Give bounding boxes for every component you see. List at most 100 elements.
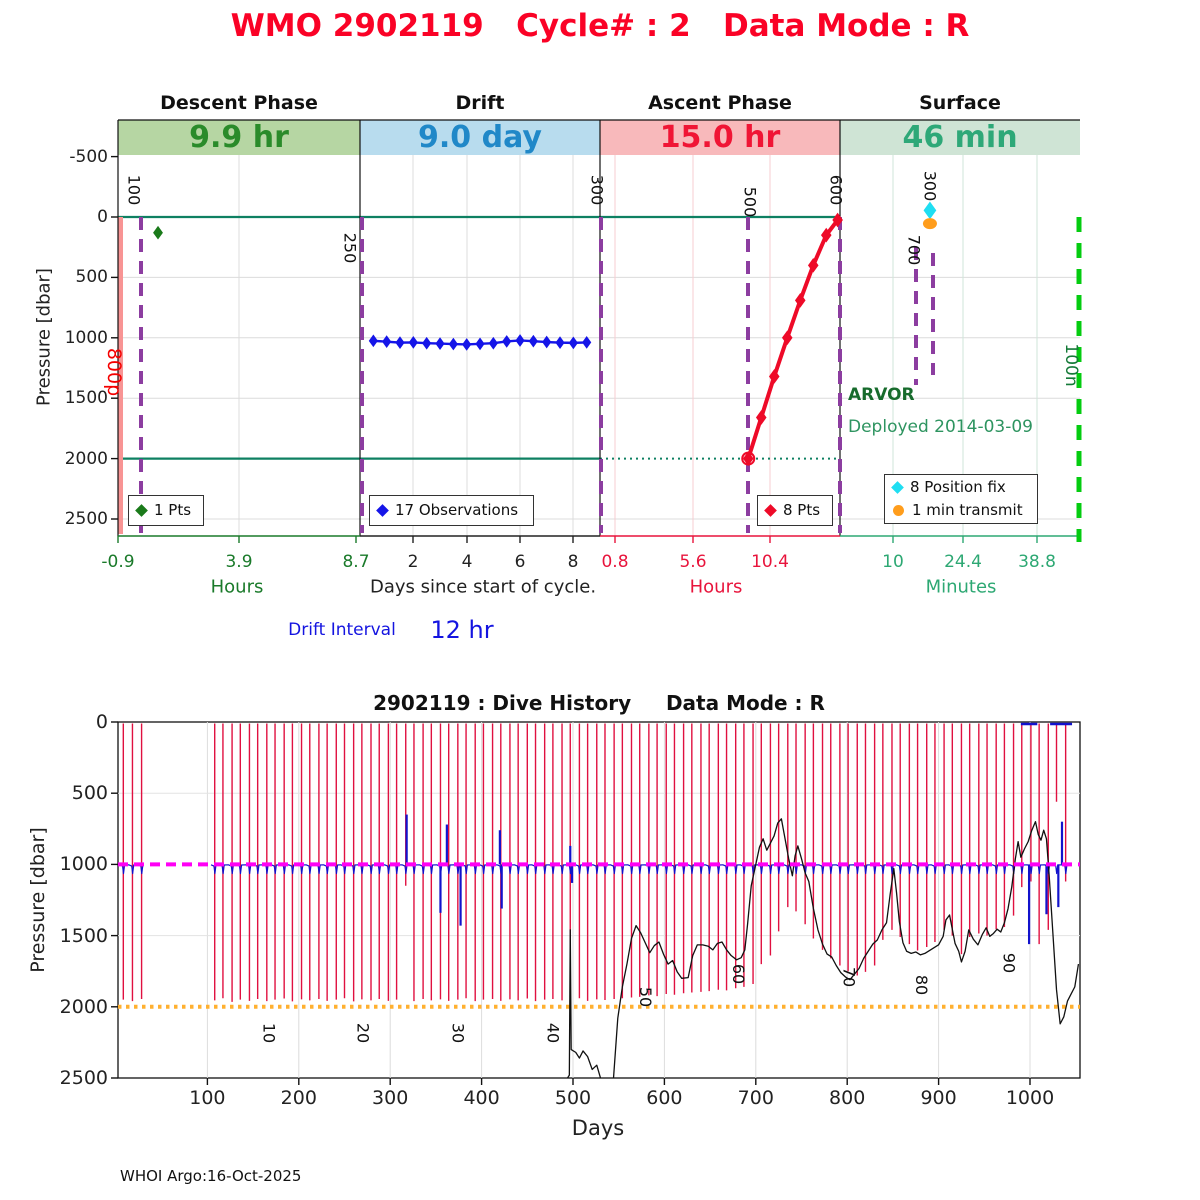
dive-history-title: 2902119 : Dive History Data Mode : R xyxy=(373,691,825,715)
x-tick-label: 700 xyxy=(737,1087,774,1109)
x-axis-name: Minutes xyxy=(925,576,997,598)
drift-observation-marker xyxy=(555,336,565,349)
y-tick-label: 0 xyxy=(95,711,108,733)
diamond-icon xyxy=(376,504,389,517)
x-tick-label: 300 xyxy=(372,1087,409,1109)
ascent-series-line xyxy=(746,218,840,460)
x-tick-label: 8.7 xyxy=(342,552,370,572)
ascent-point-marker xyxy=(832,212,843,228)
x-tick-label: 100 xyxy=(189,1087,226,1109)
y-tick-label: 0 xyxy=(97,207,108,227)
x-tick-label: 500 xyxy=(554,1087,592,1109)
seafloor-line xyxy=(566,818,1080,1078)
cycle-number-label: 80 xyxy=(911,974,931,996)
drift-observation-marker xyxy=(382,335,392,349)
x-tick-label: 1000 xyxy=(1005,1087,1055,1109)
descent-point-marker xyxy=(153,225,163,240)
ascent-point-marker xyxy=(820,227,832,243)
drift-observation-marker xyxy=(435,337,445,350)
rotated-event-label: 300 xyxy=(920,170,940,202)
y-tick-label: 2500 xyxy=(64,509,108,529)
top-y-axis-title: Pressure [dbar] xyxy=(33,268,55,406)
duration-band-2: 15.0 hr xyxy=(600,120,840,155)
bottom-y-axis-title: Pressure [dbar] xyxy=(27,827,49,973)
phase-title-0: Descent Phase xyxy=(160,92,318,114)
cycle-number-label: 50 xyxy=(635,986,655,1008)
ascent-start-circle xyxy=(741,451,756,466)
x-tick-label: 600 xyxy=(646,1087,683,1109)
drift-observation-marker xyxy=(408,336,418,349)
rotated-event-label: 500 xyxy=(740,186,760,218)
position-fix-marker xyxy=(923,201,937,220)
y-tick-label: 500 xyxy=(75,267,108,288)
x-tick-label: 8 xyxy=(567,552,579,572)
drift-interval-label: Drift Interval xyxy=(288,620,396,640)
legend-drift: 17 Observations xyxy=(369,495,534,526)
x-tick-label: 400 xyxy=(463,1087,500,1109)
duration-value-0: 9.9 hr xyxy=(189,120,289,155)
legend-transmit-label: 1 min transmit xyxy=(912,501,1023,519)
x-tick-label: 5.6 xyxy=(679,552,707,572)
drift-observation-marker xyxy=(542,335,552,349)
park-pressure-edge-label: 800p xyxy=(103,347,125,397)
cycle-number-label: 40 xyxy=(543,1022,563,1044)
drift-observation-marker xyxy=(515,334,525,347)
x-tick-label: 900 xyxy=(920,1087,957,1109)
y-tick-label: 500 xyxy=(71,782,108,805)
drift-observation-marker xyxy=(395,336,405,349)
legend-descent-label: 1 Pts xyxy=(154,501,192,519)
drift-observation-marker xyxy=(475,337,485,351)
cycle-number-label: 20 xyxy=(353,1022,373,1044)
x-tick-label: 200 xyxy=(280,1087,317,1109)
x-tick-label: 10.4 xyxy=(751,552,789,572)
drift-observation-marker xyxy=(488,336,498,350)
duration-band-3: 46 min xyxy=(840,120,1080,155)
x-tick-label: 4 xyxy=(461,552,473,572)
cycle-number-label: 30 xyxy=(448,1022,468,1044)
cycle-number-label: 60 xyxy=(729,963,749,985)
y-tick-label: 1500 xyxy=(59,924,108,947)
y-tick-label: 2000 xyxy=(64,448,108,469)
dive-history-frame xyxy=(117,721,1081,1079)
legend-ascent: 8 Pts xyxy=(757,495,833,526)
page-title: WMO 2902119 Cycle# : 2 Data Mode : R xyxy=(230,8,970,44)
y-tick-label: 1500 xyxy=(64,388,108,409)
duration-value-2: 15.0 hr xyxy=(659,120,781,155)
x-tick-label: -0.9 xyxy=(101,552,135,572)
legend-drift-label: 17 Observations xyxy=(395,501,519,519)
footer-credit: WHOI Argo:16-Oct-2025 xyxy=(120,1167,302,1185)
drift-observation-marker xyxy=(422,336,432,350)
rotated-event-label: 300 xyxy=(587,174,607,206)
drift-observation-marker xyxy=(528,334,538,348)
y-tick-label: 2500 xyxy=(59,1067,108,1089)
y-tick-label: -500 xyxy=(69,146,108,167)
cycle-number-label: 10 xyxy=(259,1022,279,1044)
y-tick-label: 1000 xyxy=(64,327,108,348)
deploy-edge-label: 100n xyxy=(1061,343,1081,387)
ascent-point-marker xyxy=(807,257,819,273)
drift-observation-marker xyxy=(462,338,472,351)
legend-surface: 8 Position fix 1 min transmit xyxy=(884,474,1038,524)
drift-interval-value: 12 hr xyxy=(430,616,494,644)
x-tick-label: 38.8 xyxy=(1018,552,1056,572)
diamond-icon xyxy=(135,504,148,517)
ascent-point-marker xyxy=(768,369,780,384)
phase-title-1: Drift xyxy=(455,92,505,114)
float-model-label: ARVOR xyxy=(848,385,915,405)
phase-title-3: Surface xyxy=(919,92,1001,114)
x-tick-label: 0.8 xyxy=(601,552,629,572)
ascent-point-marker xyxy=(781,330,793,346)
bottom-x-axis-title: Days xyxy=(571,1116,625,1140)
x-axis-name: Hours xyxy=(210,576,264,598)
drift-observation-marker xyxy=(448,337,458,351)
x-tick-label: 10 xyxy=(882,552,904,572)
rotated-event-label: 250 xyxy=(340,232,360,264)
rotated-event-label: 700 xyxy=(904,234,924,266)
x-axis-name: Hours xyxy=(689,576,743,598)
deployed-date-label: Deployed 2014-03-09 xyxy=(848,417,1033,437)
cycle-number-label: 90 xyxy=(999,952,1019,974)
diamond-icon xyxy=(764,504,777,517)
duration-band-1: 9.0 day xyxy=(360,120,600,155)
